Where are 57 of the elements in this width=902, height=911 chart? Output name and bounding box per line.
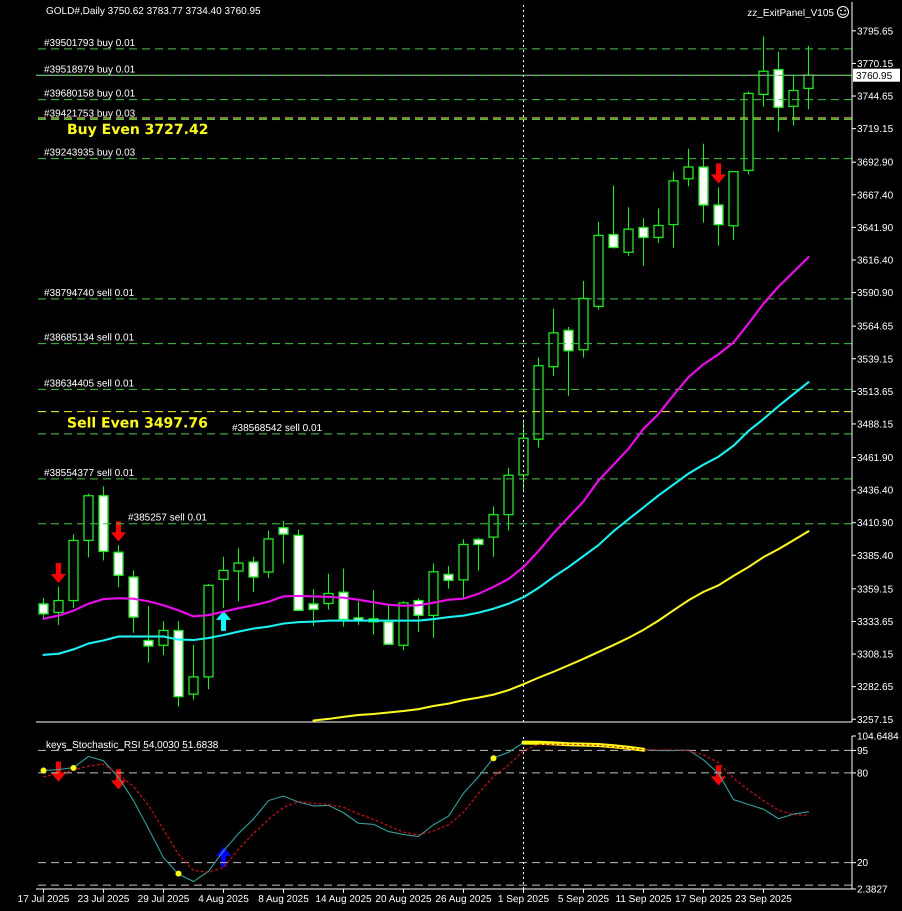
y-tick-label: 3359.15 bbox=[857, 584, 894, 596]
chart-title: GOLD#,Daily 3750.62 3783.77 3734.40 3760.95 bbox=[46, 6, 262, 17]
x-tick-label: 4 Aug 2025 bbox=[198, 894, 250, 906]
y-tick-label: 3719.15 bbox=[857, 124, 894, 136]
annotation: Buy Even 3727.42 bbox=[67, 122, 208, 138]
x-tick-label: 20 Aug 2025 bbox=[375, 894, 432, 906]
ref-line-label: #38568542 sell 0.01 bbox=[232, 422, 323, 434]
x-tick-label: 11 Sep 2025 bbox=[616, 894, 672, 906]
annotation: Sell Even 3497.76 bbox=[67, 416, 208, 432]
y-tick-label: 3488.15 bbox=[857, 419, 894, 430]
x-tick-label: 29 Jul 2025 bbox=[138, 894, 190, 906]
y-tick-label: 3333.65 bbox=[857, 617, 894, 628]
x-tick-label: 14 Aug 2025 bbox=[315, 894, 372, 906]
y-tick-label: 3257.15 bbox=[857, 714, 894, 726]
x-tick-label: 23 Sep 2025 bbox=[735, 894, 792, 906]
y-tick-label: 3513.65 bbox=[857, 386, 894, 398]
x-tick-label: 17 Jul 2025 bbox=[18, 894, 70, 906]
y-tick-label: 3436.40 bbox=[857, 486, 894, 497]
ref-line-label: 3760.95 bbox=[856, 70, 893, 82]
y-tick-label: 3564.65 bbox=[857, 322, 894, 333]
x-tick-label: 17 Sep 2025 bbox=[675, 894, 732, 906]
y-tick-label: 3692.90 bbox=[857, 158, 894, 169]
y-tick-label: 3770.15 bbox=[857, 58, 894, 70]
y-tick-label: 3539.15 bbox=[857, 354, 894, 366]
y-tick-label: 3795.65 bbox=[857, 26, 894, 38]
ref-line-label: #385257 sell 0.01 bbox=[128, 512, 208, 524]
y-tick-label: 95 bbox=[857, 746, 869, 757]
x-tick-label: 5 Sep 2025 bbox=[558, 894, 610, 906]
y-tick-label: 3282.65 bbox=[857, 682, 894, 694]
x-tick-label: 26 Aug 2025 bbox=[435, 894, 492, 906]
y-tick-label: 3744.65 bbox=[857, 92, 894, 103]
x-tick-label: 23 Jul 2025 bbox=[78, 894, 130, 906]
ref-line-label: #39518979 buy 0.01 bbox=[44, 64, 136, 76]
y-tick-label: 3667.40 bbox=[857, 190, 894, 202]
ref-line-label: #38554377 sell 0.01 bbox=[44, 468, 135, 479]
ref-line-label: #38794740 sell 0.01 bbox=[44, 288, 135, 299]
ref-line-label: #38634405 sell 0.01 bbox=[44, 378, 135, 390]
y-tick-label: 80 bbox=[857, 768, 869, 780]
y-tick-label: 3385.40 bbox=[857, 550, 894, 562]
x-tick-label: 8 Aug 2025 bbox=[258, 894, 310, 906]
annotation: zz_ExitPanel_V105 bbox=[747, 8, 834, 19]
y-tick-label: 2.3827 bbox=[857, 884, 888, 896]
x-tick-label: 1 Sep 2025 bbox=[498, 894, 550, 906]
ref-line-label: #39243935 buy 0.03 bbox=[44, 148, 136, 159]
y-tick-label: 3641.90 bbox=[857, 222, 894, 234]
ref-line-label: #38685134 sell 0.01 bbox=[44, 332, 135, 344]
ref-line-label: #39421753 buy 0.03 bbox=[44, 108, 136, 120]
chart-title: keys_Stochastic_RSI 54.0030 51.6838 bbox=[46, 740, 219, 751]
y-tick-label: 3410.90 bbox=[857, 518, 894, 530]
y-tick-label: 3308.15 bbox=[857, 650, 894, 661]
ref-line-label: #39680158 buy 0.01 bbox=[44, 88, 136, 100]
y-tick-label: 3461.90 bbox=[857, 453, 894, 464]
y-tick-label: 3616.40 bbox=[857, 256, 894, 267]
y-tick-label: 3590.90 bbox=[857, 288, 894, 300]
y-tick-label: 104.6484 bbox=[857, 732, 900, 743]
ref-line-label: #39501793 buy 0.01 bbox=[44, 38, 136, 49]
y-tick-label: 20 bbox=[857, 858, 869, 870]
